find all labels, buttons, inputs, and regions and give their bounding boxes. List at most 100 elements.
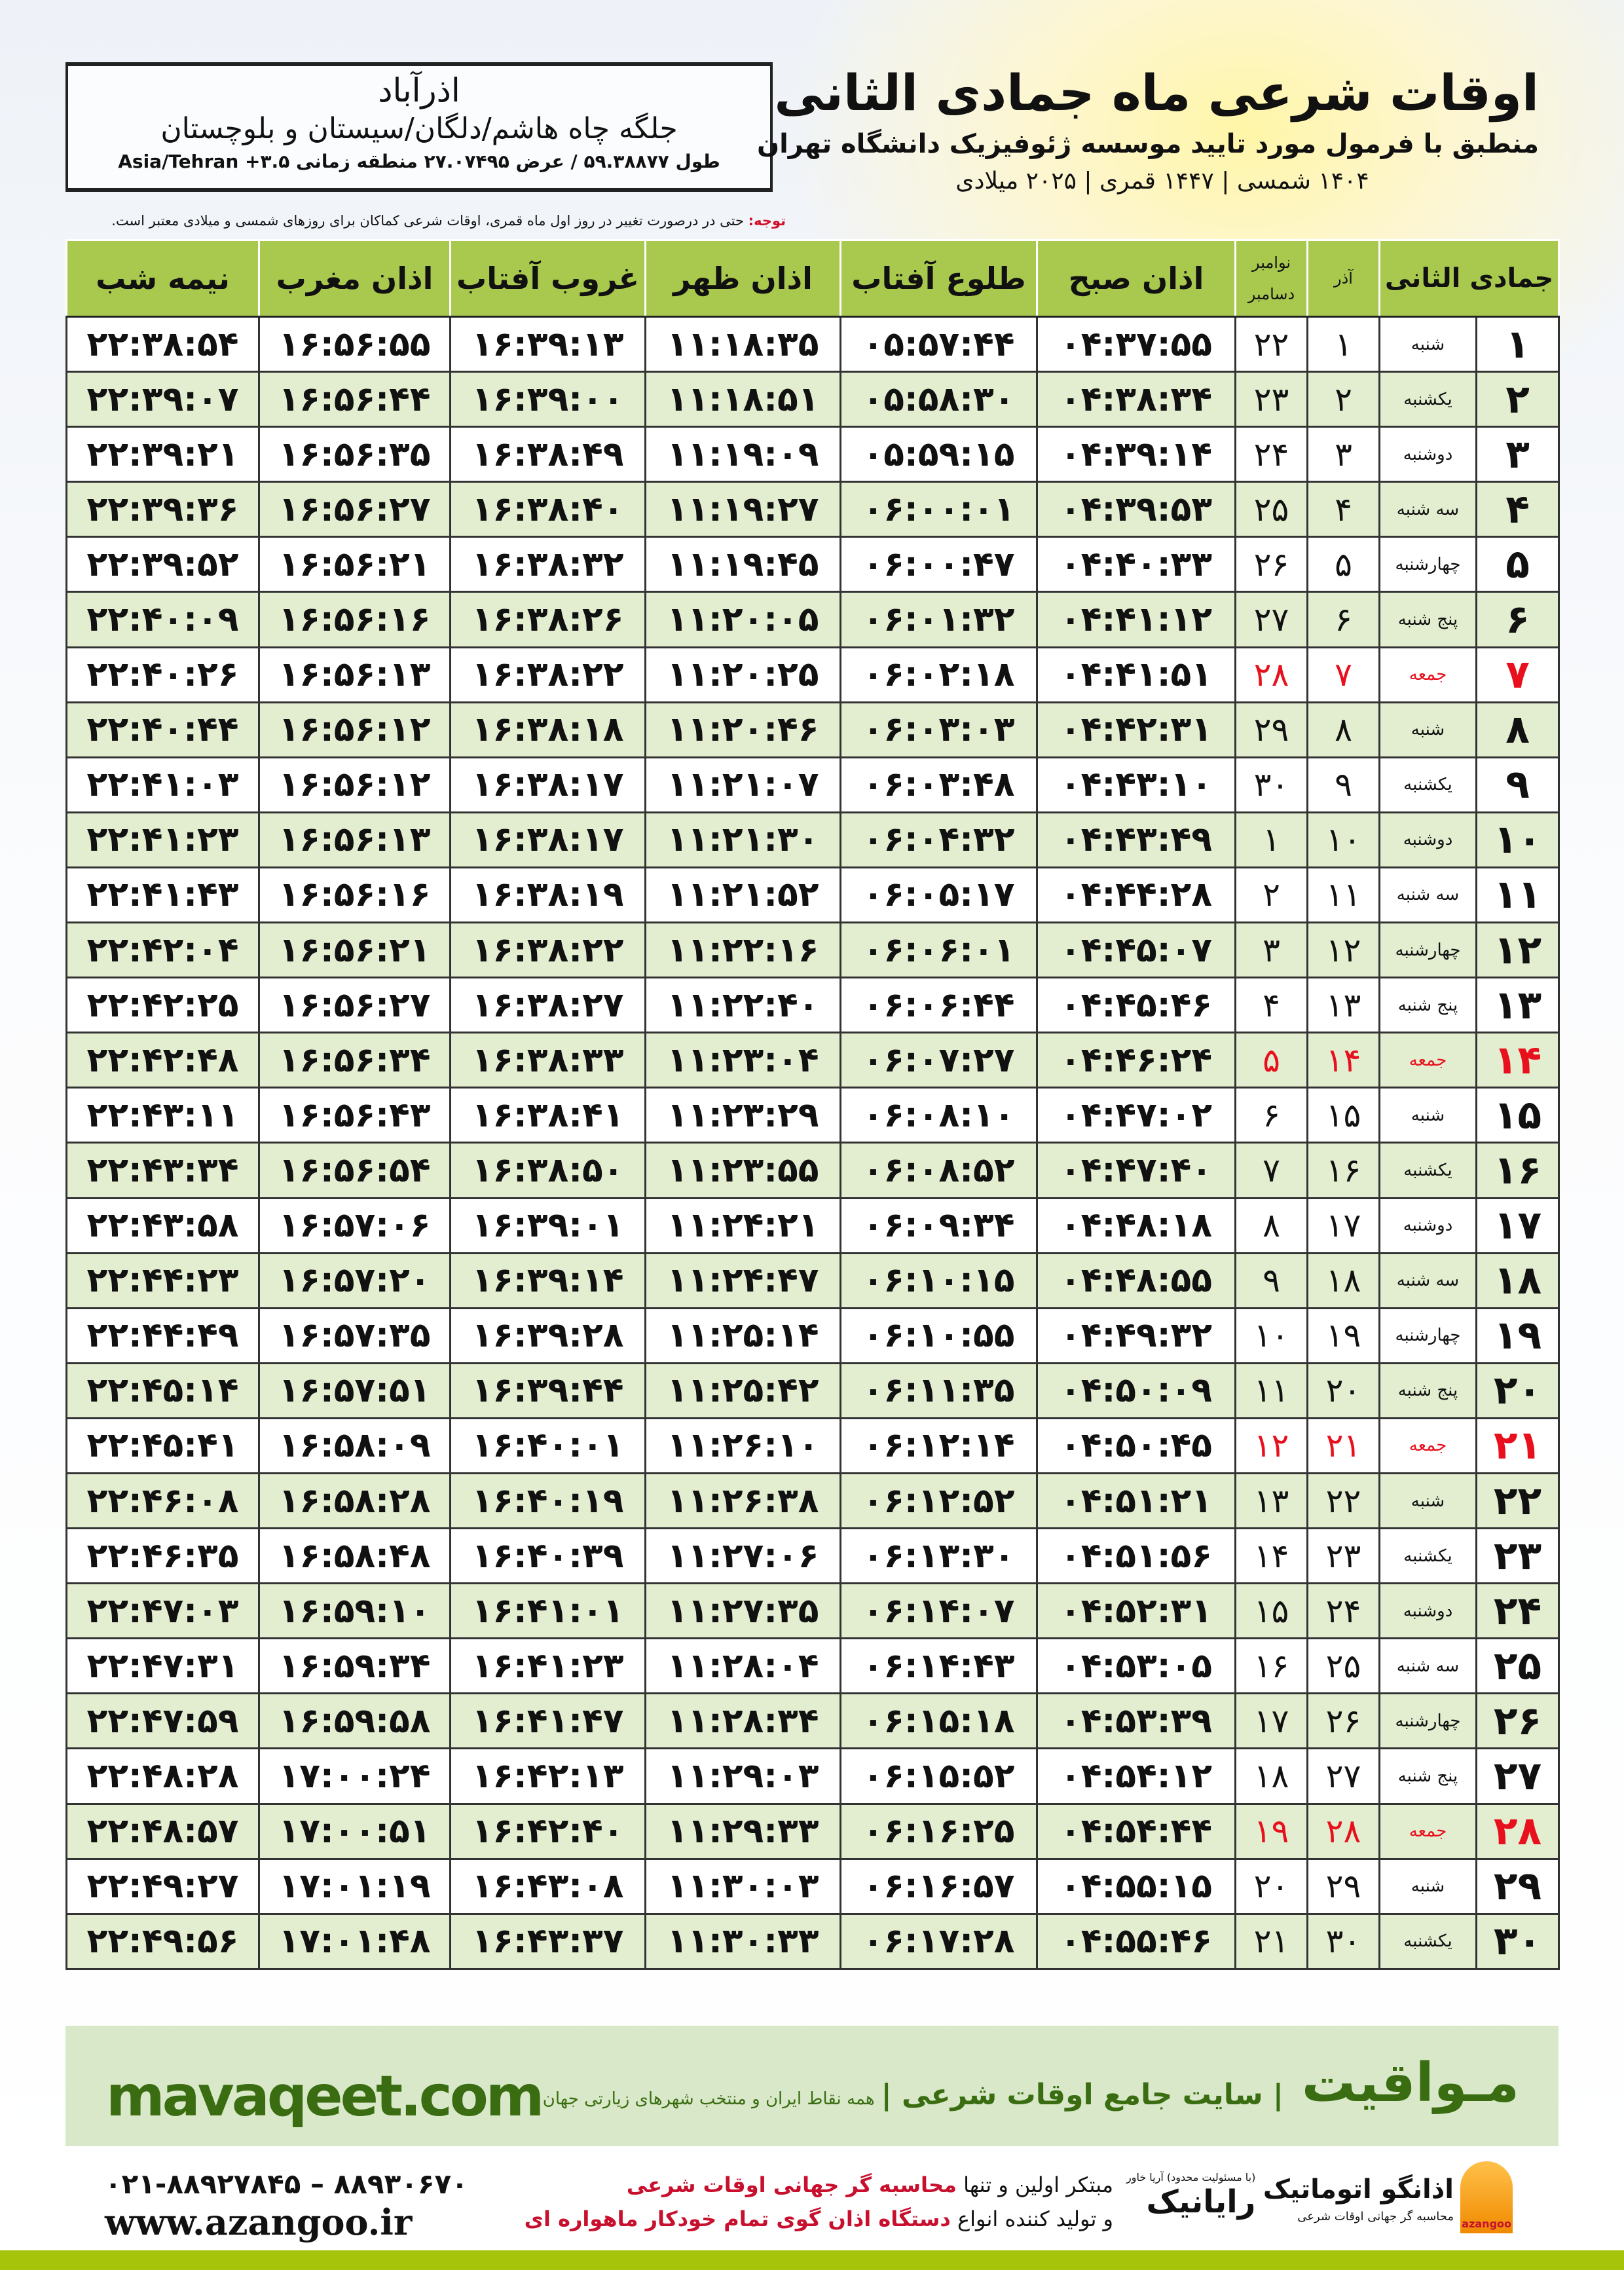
gregorian-day: ۶ [1234, 1087, 1308, 1144]
sunset-time: ۱۶:۴۱:۴۷ [449, 1692, 646, 1750]
fajr-time: ۰۴:۴۸:۵۵ [1036, 1252, 1236, 1309]
gregorian-day: ۱۰ [1234, 1307, 1308, 1364]
table-row: ۳۰ یکشنبه ۳۰ ۲۱ ۰۴:۵۵:۴۶ ۰۶:۱۷:۲۸ ۱۱:۳۰:۳۳ ۱۶:۴… [65, 1912, 1560, 1970]
weekday: شنبه [1378, 315, 1477, 373]
site-url[interactable]: mavaqeet.com [106, 2064, 544, 2129]
zuhr-time: ۱۱:۲۵:۴۲ [644, 1362, 841, 1419]
shamsi-day: ۲۱ [1306, 1417, 1380, 1474]
gregorian-day: ۳ [1234, 921, 1308, 979]
gregorian-day: ۲۹ [1234, 701, 1308, 758]
header-shamsi: آذر [1306, 239, 1380, 318]
table-row: ۲۲ شنبه ۲۲ ۱۳ ۰۴:۵۱:۲۱ ۰۶:۱۲:۵۲ ۱۱:۲۶:۳۸ ۱۶:۴۰:… [65, 1472, 1560, 1530]
page-header: اوقات شرعی ماه جمادی الثانی منطبق با فرم… [756, 60, 1539, 198]
sunset-time: ۱۶:۳۸:۳۲ [449, 536, 646, 593]
zuhr-time: ۱۱:۱۸:۵۱ [644, 371, 841, 428]
maghrib-time: ۱۶:۵۶:۱۶ [258, 591, 451, 648]
maghrib-time: ۱۷:۰۱:۴۸ [258, 1912, 451, 1970]
sunrise-time: ۰۶:۰۰:۰۱ [840, 481, 1038, 538]
day-number: ۹ [1475, 756, 1560, 813]
midnight-time: ۲۲:۴۱:۴۳ [65, 866, 260, 924]
day-number: ۱۸ [1475, 1252, 1560, 1309]
rayanik-small: (با مسئولیت محدود) آریا خاور [1126, 2171, 1256, 2184]
day-number: ۱۰ [1475, 811, 1560, 868]
sunset-time: ۱۶:۳۹:۴۴ [449, 1362, 646, 1419]
rayanik-logo: (با مسئولیت محدود) آریا خاور رایانیک [1126, 2171, 1255, 2220]
sunset-time: ۱۶:۳۹:۰۰ [449, 371, 646, 428]
header-sunset: غروب آفتاب [449, 239, 646, 318]
zuhr-time: ۱۱:۲۵:۱۴ [644, 1307, 841, 1364]
header-greg-top: نوامبر [1251, 253, 1291, 272]
weekday: دوشنبه [1378, 1582, 1477, 1640]
midnight-time: ۲۲:۳۹:۵۲ [65, 536, 260, 593]
day-number: ۲ [1475, 371, 1560, 428]
midnight-time: ۲۲:۴۳:۱۱ [65, 1087, 260, 1144]
sunset-time: ۱۶:۴۱:۲۳ [449, 1637, 646, 1695]
contact-info: ۰۲۱-۸۸۹۲۷۸۴۵ – ۸۸۹۳۰۶۷۰ www.azangoo.ir [105, 2168, 468, 2243]
azangoo-url[interactable]: www.azangoo.ir [105, 2201, 413, 2243]
sunrise-time: ۰۶:۱۳:۳۰ [840, 1527, 1038, 1585]
table-row: ۱۱ سه شنبه ۱۱ ۲ ۰۴:۴۴:۲۸ ۰۶:۰۵:۱۷ ۱۱:۲۱:۵۲ ۱۶:۳… [65, 866, 1560, 924]
table-row: ۱۴ جمعه ۱۴ ۵ ۰۴:۴۶:۲۴ ۰۶:۰۷:۲۷ ۱۱:۲۳:۰۴ ۱۶:۳۸:۳… [65, 1032, 1560, 1089]
day-number: ۲۲ [1475, 1472, 1560, 1530]
maghrib-time: ۱۶:۵۶:۲۷ [258, 481, 451, 538]
table-row: ۲۹ شنبه ۲۹ ۲۰ ۰۴:۵۵:۱۵ ۰۶:۱۶:۵۷ ۱۱:۳۰:۰۳ ۱۶:۴۳:… [65, 1857, 1560, 1915]
shamsi-day: ۱۰ [1306, 811, 1380, 868]
azangoo-small: محاسبه گر جهانی اوقات شرعی [1297, 2210, 1454, 2223]
zuhr-time: ۱۱:۲۰:۲۵ [644, 646, 841, 703]
maghrib-time: ۱۶:۵۶:۱۲ [258, 756, 451, 813]
weekday: جمعه [1378, 646, 1477, 703]
coordinates: طول ۵۹.۳۸۸۷۷ / عرض ۲۷.۰۷۴۹۵ منطقه زمانی … [118, 151, 720, 172]
zuhr-time: ۱۱:۳۰:۳۳ [644, 1912, 841, 1970]
midnight-time: ۲۲:۴۶:۰۸ [65, 1472, 260, 1530]
sunset-time: ۱۶:۳۸:۱۸ [449, 701, 646, 758]
shamsi-day: ۱۲ [1306, 921, 1380, 979]
day-number: ۲۰ [1475, 1362, 1560, 1419]
maghrib-time: ۱۶:۵۶:۱۳ [258, 646, 451, 703]
midnight-time: ۲۲:۴۶:۳۵ [65, 1527, 260, 1585]
day-number: ۵ [1475, 536, 1560, 593]
sunrise-time: ۰۶:۱۶:۲۵ [840, 1802, 1038, 1860]
shamsi-day: ۱۷ [1306, 1197, 1380, 1254]
day-number: ۱۶ [1475, 1142, 1560, 1199]
shamsi-day: ۲۵ [1306, 1637, 1380, 1695]
maghrib-time: ۱۶:۵۶:۴۴ [258, 371, 451, 428]
weekday: چهارشنبه [1378, 1692, 1477, 1750]
sunrise-time: ۰۶:۱۲:۱۴ [840, 1417, 1038, 1474]
zuhr-time: ۱۱:۲۱:۵۲ [644, 866, 841, 924]
zuhr-time: ۱۱:۲۴:۲۱ [644, 1197, 841, 1254]
shamsi-day: ۱۶ [1306, 1142, 1380, 1199]
weekday: جمعه [1378, 1417, 1477, 1474]
day-number: ۱۷ [1475, 1197, 1560, 1254]
table-row: ۱۹ چهارشنبه ۱۹ ۱۰ ۰۴:۴۹:۳۲ ۰۶:۱۰:۵۵ ۱۱:۲۵:۱۴ ۱۶… [65, 1307, 1560, 1364]
sunset-time: ۱۶:۴۳:۳۷ [449, 1912, 646, 1970]
fajr-time: ۰۴:۵۴:۱۲ [1036, 1747, 1236, 1805]
sunset-time: ۱۶:۳۸:۳۳ [449, 1032, 646, 1089]
rayanik-text: رایانیک [1146, 2184, 1256, 2220]
midnight-time: ۲۲:۴۴:۴۹ [65, 1307, 260, 1364]
sunrise-time: ۰۶:۰۱:۳۲ [840, 591, 1038, 648]
midnight-time: ۲۲:۴۷:۳۱ [65, 1637, 260, 1695]
sunset-time: ۱۶:۳۸:۲۷ [449, 977, 646, 1034]
location-box: اذرآباد جلگه چاه هاشم/دلگان/سیستان و بلو… [65, 62, 773, 192]
weekday: سه شنبه [1378, 481, 1477, 538]
zuhr-time: ۱۱:۲۶:۱۰ [644, 1417, 841, 1474]
midnight-time: ۲۲:۴۹:۲۷ [65, 1857, 260, 1915]
zuhr-time: ۱۱:۲۰:۴۶ [644, 701, 841, 758]
maghrib-time: ۱۶:۵۶:۳۵ [258, 426, 451, 483]
sunset-time: ۱۶:۳۸:۴۱ [449, 1087, 646, 1144]
gregorian-day: ۲۶ [1234, 536, 1308, 593]
gregorian-day: ۵ [1234, 1032, 1308, 1089]
zuhr-time: ۱۱:۲۷:۰۶ [644, 1527, 841, 1585]
shamsi-day: ۲۸ [1306, 1802, 1380, 1860]
sunset-time: ۱۶:۳۸:۴۹ [449, 426, 646, 483]
day-number: ۱۱ [1475, 866, 1560, 924]
page-subtitle: منطبق با فرمول مورد تایید موسسه ژئوفیزیک… [756, 129, 1539, 159]
table-header: جمادی الثانی آذر نوامبر دسامبر اذان صبح ط… [65, 239, 1560, 318]
fajr-time: ۰۴:۴۹:۳۲ [1036, 1307, 1236, 1364]
weekday: دوشنبه [1378, 811, 1477, 868]
header-greg-bottom: دسامبر [1247, 285, 1295, 303]
maghrib-time: ۱۶:۵۶:۱۳ [258, 811, 451, 868]
shamsi-day: ۲۶ [1306, 1692, 1380, 1750]
sunrise-time: ۰۶:۱۴:۰۷ [840, 1582, 1038, 1640]
zuhr-time: ۱۱:۲۱:۳۰ [644, 811, 841, 868]
